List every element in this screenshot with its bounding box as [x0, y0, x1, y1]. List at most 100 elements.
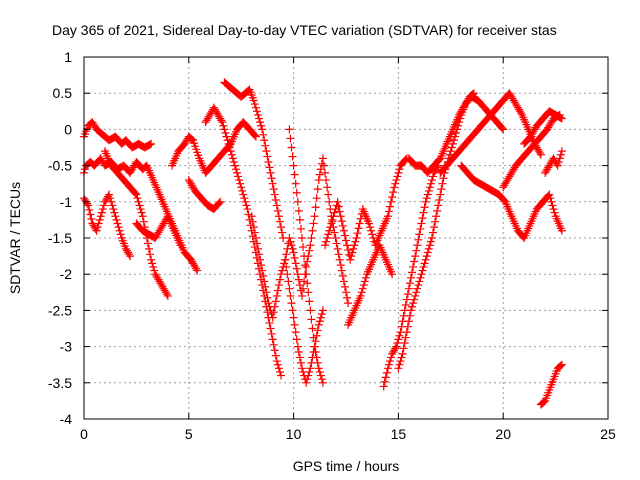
data-point [323, 183, 332, 192]
data-point [295, 353, 304, 362]
data-point [263, 293, 272, 302]
data-point [347, 252, 356, 261]
data-point [108, 201, 117, 210]
data-point [193, 266, 202, 275]
data-point [553, 161, 562, 170]
data-point [349, 244, 358, 253]
data-point [260, 136, 269, 145]
data-point [382, 368, 391, 377]
data-point [384, 360, 393, 369]
data-point [277, 223, 286, 232]
data-point [383, 212, 392, 221]
data-point [263, 152, 272, 161]
y-tick-label: -3.5 [48, 375, 72, 391]
data-point [322, 176, 331, 185]
data-point [234, 172, 243, 181]
data-point [109, 205, 118, 214]
data-point [380, 377, 389, 386]
data-point [403, 290, 412, 299]
data-point [259, 130, 268, 139]
data-point [290, 320, 299, 329]
data-point [328, 215, 337, 224]
data-point [230, 161, 239, 170]
data-point [251, 132, 260, 141]
data-point [275, 367, 284, 376]
data-point [307, 234, 316, 242]
data-point [306, 306, 315, 315]
data-point [270, 302, 279, 311]
y-tick-label: 1 [64, 49, 72, 65]
data-point [262, 288, 271, 297]
series-trace-15 [379, 161, 443, 391]
data-point [269, 340, 278, 349]
data-point [95, 215, 104, 224]
data-point [413, 284, 422, 293]
data-point [272, 201, 281, 210]
data-point [217, 116, 226, 125]
data-point [499, 125, 508, 134]
data-point [334, 202, 343, 211]
data-point [116, 230, 125, 239]
data-point [192, 264, 201, 273]
y-tick-label: -0.5 [48, 158, 72, 174]
data-point [396, 357, 405, 366]
series-trace-14 [344, 241, 397, 329]
data-point [251, 234, 260, 242]
data-point [273, 360, 282, 369]
data-point [379, 382, 388, 391]
data-point [309, 219, 318, 228]
data-point [293, 270, 302, 279]
data-point [427, 234, 436, 242]
data-point [412, 288, 421, 297]
data-point [358, 284, 367, 293]
data-point [367, 226, 376, 235]
data-point [319, 161, 328, 170]
data-point [420, 259, 429, 268]
data-point [348, 248, 357, 257]
data-point [346, 255, 355, 264]
data-point [273, 286, 282, 295]
data-point [269, 185, 278, 194]
data-point [556, 113, 565, 122]
data-point [557, 226, 566, 235]
data-point [293, 197, 302, 206]
y-tick-label: -2 [60, 266, 73, 282]
data-point [290, 170, 299, 179]
data-point [329, 212, 338, 221]
data-point [271, 195, 280, 204]
data-point [406, 273, 415, 282]
axis-ticks: 0 5 10 15 20 25 1 0.5 0 -0.5 -1 -1.5 -2 -2.5 -3 -3.5 -4 [48, 49, 616, 442]
data-point [274, 281, 283, 290]
data-point [259, 272, 268, 281]
data-point [423, 248, 432, 257]
x-tick-label: 5 [185, 426, 193, 442]
data-point [306, 241, 315, 250]
x-axis-title: GPS time / hours [293, 458, 400, 474]
data-point [295, 215, 304, 224]
data-point [247, 212, 256, 221]
data-point [253, 110, 262, 119]
data-point [422, 194, 431, 203]
data-point [425, 241, 434, 250]
data-point [318, 306, 327, 315]
data-point [336, 212, 345, 221]
x-tick-label: 20 [495, 426, 511, 442]
data-point [289, 248, 298, 257]
data-point [270, 346, 279, 355]
data-point [233, 168, 242, 177]
data-point [300, 252, 309, 261]
data-point [312, 353, 321, 362]
data-point [147, 255, 156, 264]
data-point [147, 139, 156, 148]
data-point [110, 208, 119, 217]
data-point [308, 324, 317, 333]
data-point [325, 197, 334, 206]
data-point [421, 255, 430, 264]
data-point [227, 150, 236, 159]
data-point [304, 288, 313, 297]
data-point [299, 284, 308, 293]
data-point [112, 215, 121, 224]
data-point [293, 342, 302, 351]
data-point [321, 241, 330, 250]
data-point [337, 266, 346, 275]
